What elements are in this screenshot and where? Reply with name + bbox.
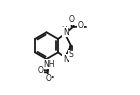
Text: NH: NH [43, 60, 55, 69]
Text: S: S [69, 50, 73, 59]
Text: O: O [37, 66, 43, 75]
Text: H: H [62, 57, 67, 66]
Text: H: H [62, 26, 67, 34]
Text: O: O [69, 15, 75, 25]
Text: O: O [46, 74, 51, 83]
Text: N: N [63, 55, 69, 64]
Text: N: N [63, 28, 69, 37]
Text: O: O [78, 21, 84, 30]
